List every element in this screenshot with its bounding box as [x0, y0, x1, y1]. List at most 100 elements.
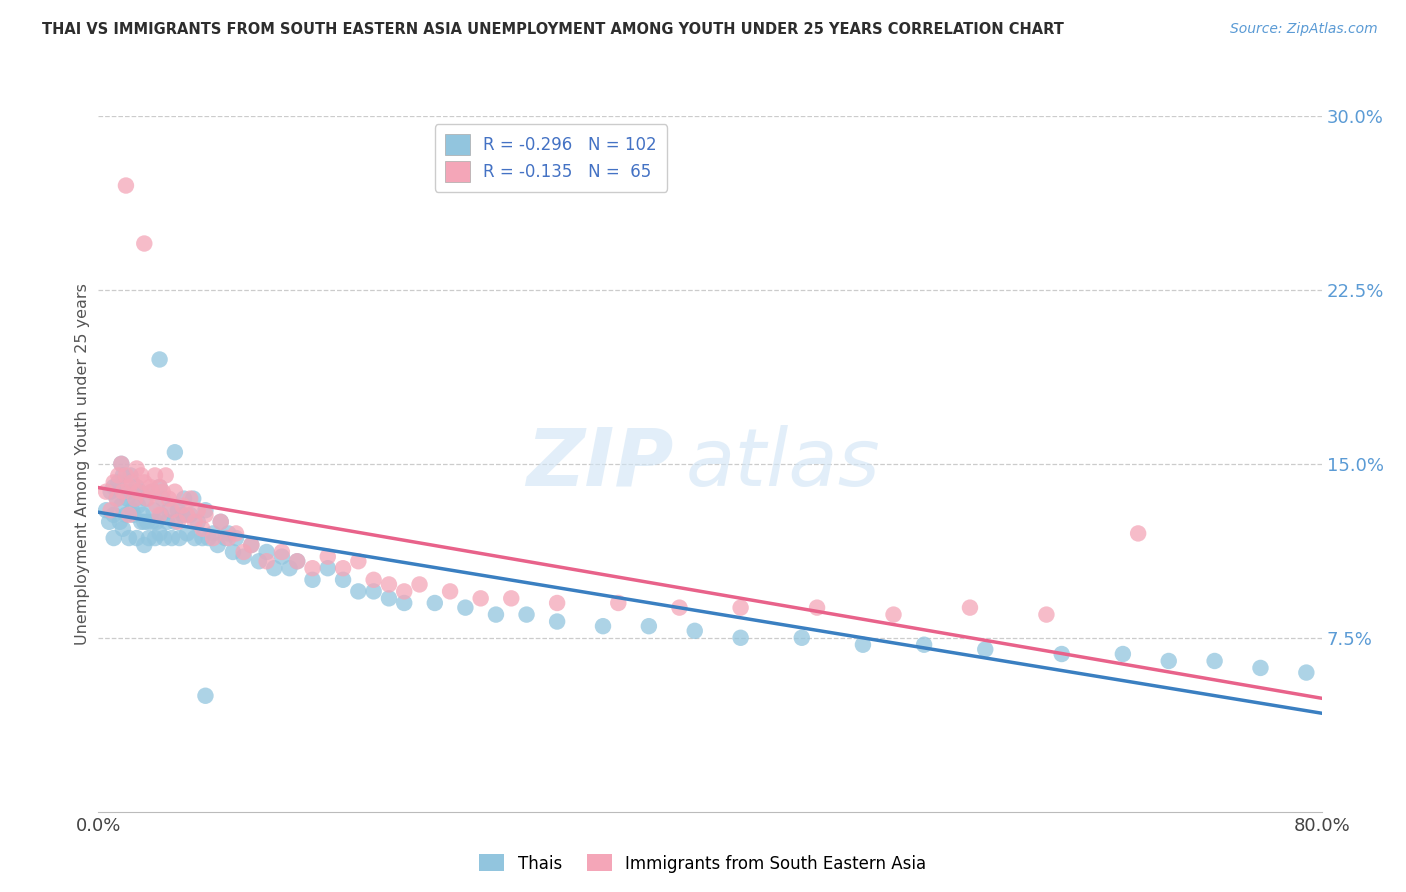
Point: [217, 531, 239, 545]
Point: [100, 484, 122, 499]
Point: [163, 484, 186, 499]
Legend: Thais, Immigrants from South Eastern Asia: Thais, Immigrants from South Eastern Asi…: [472, 847, 934, 880]
Point: [125, 461, 148, 475]
Point: [202, 526, 225, 541]
Point: [105, 491, 128, 506]
Text: atlas: atlas: [686, 425, 880, 503]
Point: [167, 503, 190, 517]
Point: [142, 503, 165, 517]
Point: [184, 531, 207, 545]
Point: [546, 615, 568, 629]
Point: [127, 484, 149, 499]
Point: [94, 503, 117, 517]
Point: [143, 531, 166, 545]
Point: [225, 531, 247, 545]
Point: [103, 531, 125, 545]
Point: [184, 515, 207, 529]
Point: [959, 600, 981, 615]
Point: [240, 538, 263, 552]
Point: [501, 591, 523, 606]
Point: [187, 515, 209, 529]
Point: [1112, 647, 1135, 661]
Point: [150, 508, 173, 522]
Point: [94, 484, 117, 499]
Point: [214, 531, 236, 545]
Point: [202, 531, 225, 545]
Point: [1249, 661, 1271, 675]
Point: [132, 508, 155, 522]
Point: [121, 475, 143, 490]
Point: [378, 591, 401, 606]
Point: [103, 475, 125, 490]
Point: [637, 619, 661, 633]
Point: [172, 499, 194, 513]
Point: [149, 480, 172, 494]
Point: [141, 515, 163, 529]
Point: [167, 515, 190, 529]
Point: [107, 468, 129, 483]
Point: [134, 475, 156, 490]
Point: [270, 545, 292, 559]
Point: [129, 515, 152, 529]
Point: [152, 491, 174, 506]
Point: [1050, 647, 1073, 661]
Point: [157, 503, 180, 517]
Point: [423, 596, 446, 610]
Point: [122, 508, 145, 522]
Point: [301, 573, 323, 587]
Point: [247, 554, 270, 568]
Point: [194, 503, 217, 517]
Point: [145, 515, 167, 529]
Point: [111, 468, 134, 483]
Point: [790, 631, 813, 645]
Point: [439, 584, 461, 599]
Point: [1128, 526, 1150, 541]
Y-axis label: Unemployment Among Youth under 25 years: Unemployment Among Youth under 25 years: [75, 283, 90, 645]
Point: [152, 484, 174, 499]
Point: [157, 491, 180, 506]
Point: [110, 499, 132, 513]
Point: [730, 600, 752, 615]
Point: [160, 503, 183, 517]
Point: [105, 491, 128, 506]
Point: [263, 561, 285, 575]
Point: [191, 522, 214, 536]
Point: [209, 515, 232, 529]
Point: [332, 573, 354, 587]
Point: [173, 491, 195, 506]
Point: [470, 591, 492, 606]
Point: [108, 515, 131, 529]
Point: [347, 554, 370, 568]
Point: [118, 484, 141, 499]
Point: [209, 515, 232, 529]
Point: [111, 484, 134, 499]
Point: [145, 499, 167, 513]
Point: [118, 508, 141, 522]
Point: [179, 508, 201, 522]
Point: [285, 554, 308, 568]
Point: [194, 508, 217, 522]
Point: [232, 545, 254, 559]
Point: [363, 584, 385, 599]
Point: [149, 508, 172, 522]
Point: [127, 499, 149, 513]
Point: [232, 549, 254, 564]
Point: [139, 480, 162, 494]
Point: [806, 600, 828, 615]
Point: [125, 480, 148, 494]
Point: [240, 538, 263, 552]
Point: [378, 577, 401, 591]
Point: [141, 484, 163, 499]
Point: [883, 607, 905, 622]
Point: [172, 508, 194, 522]
Point: [607, 596, 630, 610]
Point: [115, 508, 138, 522]
Point: [546, 596, 568, 610]
Point: [179, 491, 201, 506]
Point: [100, 503, 122, 517]
Point: [316, 561, 339, 575]
Point: [115, 178, 138, 193]
Point: [285, 554, 308, 568]
Point: [408, 577, 430, 591]
Point: [135, 491, 157, 506]
